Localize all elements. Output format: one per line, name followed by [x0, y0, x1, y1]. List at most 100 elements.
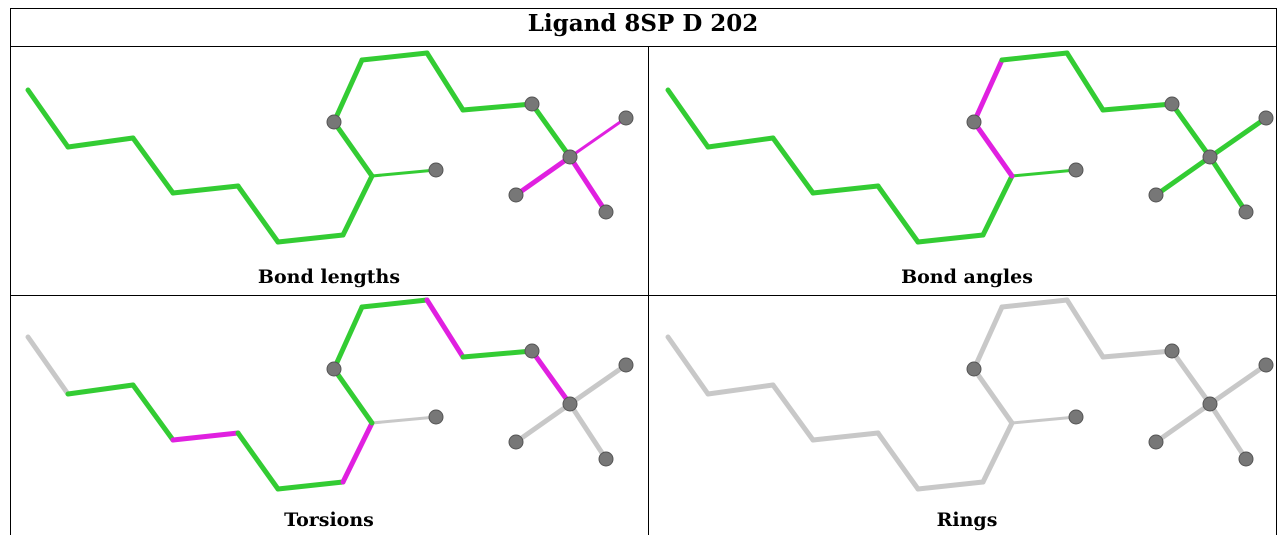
bond — [130, 382, 176, 443]
bond — [275, 232, 346, 245]
bond — [513, 154, 573, 198]
bond — [460, 101, 535, 113]
bond — [1064, 50, 1106, 113]
atom — [524, 96, 540, 112]
atom — [326, 114, 342, 130]
panel-caption: Bond angles — [901, 266, 1033, 288]
panel-caption: Rings — [936, 509, 998, 531]
atom — [966, 114, 982, 130]
bond — [65, 382, 136, 397]
atom — [1164, 343, 1180, 359]
bond — [665, 334, 711, 397]
bond — [999, 50, 1070, 63]
atom — [618, 357, 634, 373]
atom — [1238, 451, 1254, 467]
atom — [508, 434, 524, 450]
atom — [598, 451, 614, 467]
bond — [1064, 297, 1106, 360]
atom — [524, 343, 540, 359]
bond — [665, 87, 711, 150]
bond — [340, 420, 375, 485]
bond — [971, 304, 1005, 372]
bond — [915, 479, 986, 492]
bond — [1010, 168, 1078, 178]
bond — [235, 430, 281, 492]
atom — [1068, 409, 1084, 425]
bond — [25, 334, 71, 397]
bond — [331, 119, 375, 179]
bond — [1153, 401, 1213, 445]
bond — [875, 430, 921, 492]
bond — [1153, 154, 1213, 198]
bond — [529, 101, 573, 160]
bond — [25, 87, 71, 150]
bond — [875, 183, 921, 245]
outer-border — [10, 8, 1277, 535]
bond — [275, 479, 346, 492]
atom — [1238, 204, 1254, 220]
atom — [562, 396, 578, 412]
bond — [331, 366, 375, 426]
atom — [1258, 357, 1274, 373]
bond — [971, 57, 1005, 125]
atom — [1148, 187, 1164, 203]
bond — [424, 50, 466, 113]
table-title: Ligand 8SP D 202 — [527, 10, 759, 37]
atom — [428, 162, 444, 178]
bond — [971, 366, 1015, 426]
atom — [508, 187, 524, 203]
bond — [1010, 415, 1078, 425]
bond — [568, 116, 628, 159]
bond — [65, 135, 136, 150]
panel-caption: Torsions — [284, 509, 374, 531]
bond — [331, 304, 365, 372]
atom — [1258, 110, 1274, 126]
bond — [130, 135, 176, 196]
bond — [1169, 348, 1213, 407]
atom — [598, 204, 614, 220]
bond — [170, 183, 241, 196]
bond — [1100, 101, 1175, 113]
bond — [1207, 154, 1249, 215]
bond — [705, 135, 776, 150]
atom — [326, 361, 342, 377]
bond — [460, 348, 535, 360]
atom — [1164, 96, 1180, 112]
bond — [567, 154, 609, 215]
bond — [915, 232, 986, 245]
bond — [1169, 101, 1213, 160]
bond — [770, 382, 816, 443]
molecules — [25, 50, 1274, 492]
bond — [810, 430, 881, 443]
bond — [170, 430, 241, 443]
bond — [331, 57, 365, 125]
bond — [999, 297, 1070, 310]
bond — [567, 362, 629, 407]
bond — [980, 173, 1015, 238]
atom — [1202, 396, 1218, 412]
bond — [529, 348, 573, 407]
bond — [1207, 115, 1269, 160]
bond — [980, 420, 1015, 485]
bond — [424, 297, 466, 360]
atom — [562, 149, 578, 165]
bond — [235, 183, 281, 245]
bond — [705, 382, 776, 397]
bond — [810, 183, 881, 196]
bond — [370, 168, 438, 178]
bond — [513, 401, 573, 445]
bond — [1207, 362, 1269, 407]
bond — [340, 173, 375, 238]
bond — [359, 297, 430, 310]
bond — [971, 119, 1015, 179]
bond — [567, 401, 609, 462]
panel-caption: Bond lengths — [257, 266, 401, 288]
atom — [1202, 149, 1218, 165]
atom — [966, 361, 982, 377]
bond — [770, 135, 816, 196]
table-borders — [10, 8, 1277, 535]
bond — [1100, 348, 1175, 360]
atom — [618, 110, 634, 126]
